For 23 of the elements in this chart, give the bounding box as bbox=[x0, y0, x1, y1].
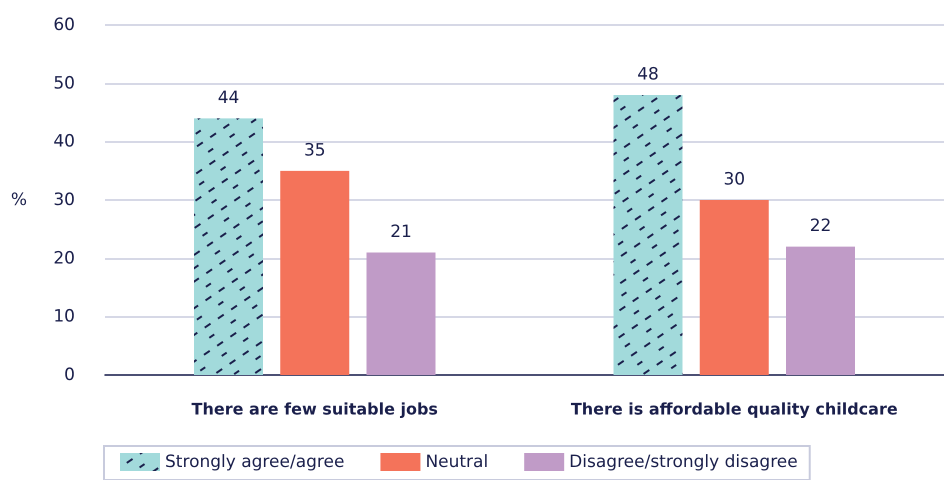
data-label: 35 bbox=[304, 140, 326, 160]
y-tick-label: 10 bbox=[53, 306, 75, 327]
data-label: 48 bbox=[637, 64, 659, 84]
y-tick-label: 60 bbox=[53, 15, 75, 35]
x-tick-label: There are few suitable jobs bbox=[192, 400, 438, 418]
y-tick-label: 0 bbox=[64, 365, 75, 385]
y-tick-label: 20 bbox=[53, 248, 75, 268]
bar bbox=[786, 246, 855, 375]
data-label: 44 bbox=[218, 88, 240, 108]
y-axis-title: % bbox=[10, 190, 27, 210]
legend-label: Strongly agree/agree bbox=[165, 452, 344, 472]
bar bbox=[280, 170, 350, 375]
data-label: 30 bbox=[723, 170, 746, 190]
bar bbox=[366, 252, 436, 375]
y-tick-label: 30 bbox=[53, 190, 75, 210]
data-label: 21 bbox=[390, 222, 412, 242]
legend-label: Disagree/strongly disagree bbox=[569, 452, 798, 472]
bar bbox=[700, 200, 769, 375]
y-tick-label: 50 bbox=[53, 73, 75, 94]
y-tick-label: 40 bbox=[53, 132, 75, 152]
x-tick-label: There is affordable quality childcare bbox=[570, 400, 898, 418]
data-label: 22 bbox=[810, 216, 832, 236]
legend-label: Neutral bbox=[425, 452, 488, 472]
